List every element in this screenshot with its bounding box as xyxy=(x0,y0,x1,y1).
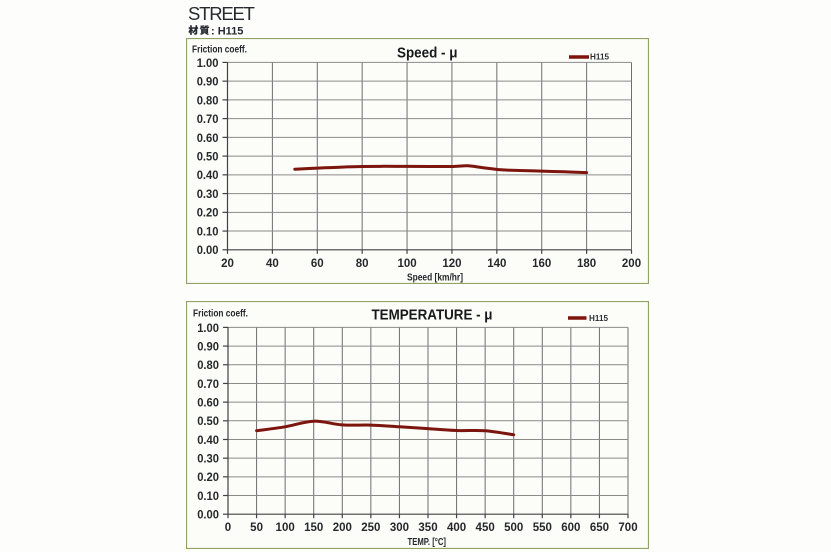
svg-text:0.20: 0.20 xyxy=(197,206,219,220)
svg-text:Friction coeff.: Friction coeff. xyxy=(192,45,247,56)
svg-text:550: 550 xyxy=(533,522,552,534)
svg-text:150: 150 xyxy=(304,522,323,534)
svg-text:50: 50 xyxy=(250,522,263,534)
svg-text:0.00: 0.00 xyxy=(197,508,219,522)
svg-text:TEMP. [°C]: TEMP. [°C] xyxy=(408,537,447,548)
svg-text:400: 400 xyxy=(447,522,466,534)
svg-text:Speed [km/hr]: Speed [km/hr] xyxy=(407,273,463,284)
svg-text:0.50: 0.50 xyxy=(197,150,219,164)
svg-text:650: 650 xyxy=(590,522,609,534)
svg-text:700: 700 xyxy=(618,522,637,534)
svg-text:250: 250 xyxy=(361,522,380,534)
svg-text:300: 300 xyxy=(390,522,409,534)
svg-text:450: 450 xyxy=(476,522,495,534)
svg-text:600: 600 xyxy=(561,522,580,534)
svg-text:0.00: 0.00 xyxy=(197,243,219,257)
svg-text:0.10: 0.10 xyxy=(197,224,219,238)
svg-text:0.90: 0.90 xyxy=(197,75,219,89)
svg-text:40: 40 xyxy=(266,258,279,270)
svg-text:350: 350 xyxy=(418,522,437,534)
svg-text:TEMPERATURE - μ: TEMPERATURE - μ xyxy=(372,307,493,324)
svg-text:Speed - μ: Speed - μ xyxy=(397,44,458,61)
svg-text:140: 140 xyxy=(487,258,506,270)
svg-text:100: 100 xyxy=(276,522,295,534)
svg-text:H115: H115 xyxy=(589,313,608,323)
svg-text:0: 0 xyxy=(225,522,231,534)
svg-text:500: 500 xyxy=(504,522,523,534)
svg-text:0.80: 0.80 xyxy=(197,358,219,372)
svg-text:0.40: 0.40 xyxy=(197,433,219,447)
svg-text:: H115: : H115 xyxy=(211,25,243,37)
svg-text:0.30: 0.30 xyxy=(197,187,219,201)
svg-text:100: 100 xyxy=(397,258,416,270)
svg-text:0.60: 0.60 xyxy=(197,131,219,145)
svg-text:1.00: 1.00 xyxy=(197,321,219,335)
svg-text:0.90: 0.90 xyxy=(197,339,219,353)
svg-text:0.40: 0.40 xyxy=(197,168,219,182)
svg-text:120: 120 xyxy=(442,258,461,270)
svg-text:0.70: 0.70 xyxy=(197,377,219,391)
svg-text:0.20: 0.20 xyxy=(197,470,219,484)
svg-text:0.70: 0.70 xyxy=(197,112,219,126)
svg-text:180: 180 xyxy=(577,258,596,270)
svg-text:0.80: 0.80 xyxy=(197,93,219,107)
svg-text:160: 160 xyxy=(532,258,551,270)
svg-text:20: 20 xyxy=(221,258,234,270)
svg-text:60: 60 xyxy=(311,258,324,270)
svg-text:1.00: 1.00 xyxy=(197,56,219,70)
svg-text:200: 200 xyxy=(333,522,352,534)
svg-text:Friction coeff.: Friction coeff. xyxy=(193,309,248,320)
svg-text:80: 80 xyxy=(356,258,369,270)
svg-text:0.60: 0.60 xyxy=(197,396,219,410)
svg-text:0.30: 0.30 xyxy=(197,452,219,466)
svg-text:H115: H115 xyxy=(590,52,609,62)
svg-text:0.10: 0.10 xyxy=(197,489,219,503)
svg-text:0.50: 0.50 xyxy=(197,414,219,428)
svg-text:200: 200 xyxy=(622,258,641,270)
